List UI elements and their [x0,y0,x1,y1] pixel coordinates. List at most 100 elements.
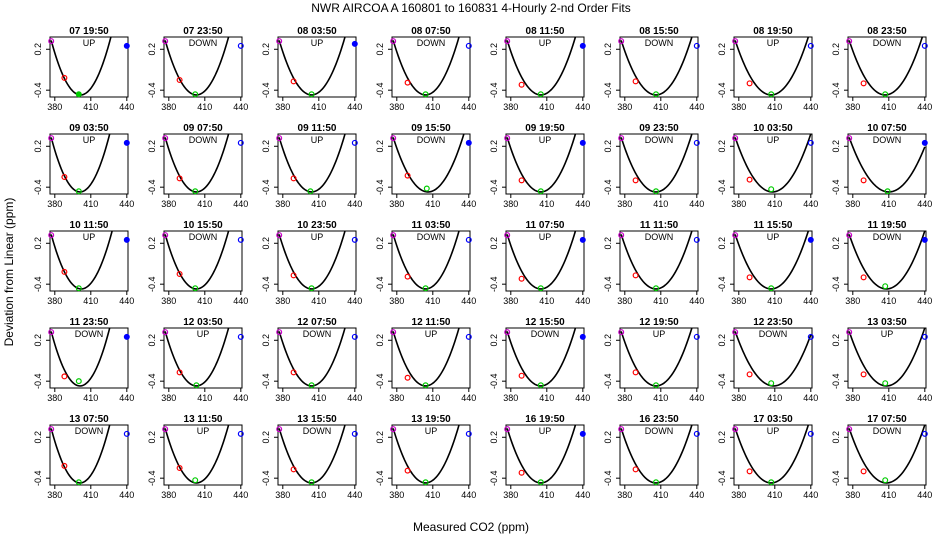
panel-label: 12 19:50 [639,317,679,328]
fit-curve [848,231,926,290]
panel-direction: UP [425,426,438,436]
data-point [75,188,82,195]
panel-direction: DOWN [417,232,446,242]
data-point [518,177,525,184]
panel-frame [391,327,471,389]
fit-curve [50,231,113,290]
data-point [504,426,511,433]
x-tick-label: 440 [347,296,362,306]
fit-curve [734,331,812,387]
data-point [504,329,511,336]
data-point [237,430,244,437]
y-tick-label: 0.2 [375,43,385,56]
data-point [48,135,55,142]
x-tick-label: 380 [845,102,860,112]
x-tick-label: 410 [197,199,212,209]
y-tick-label: 0.2 [831,43,841,56]
data-point [123,236,130,243]
data-point [276,38,283,45]
x-tick-label: 440 [347,393,362,403]
x-tick-label: 440 [689,102,704,112]
x-tick-label: 380 [275,199,290,209]
panel-frame [733,133,813,195]
data-point [162,38,169,45]
y-tick-label: -0.4 [717,373,727,389]
fit-curve [848,328,926,387]
panel-direction: DOWN [759,329,788,339]
x-tick-label: 410 [767,490,782,500]
panel-label: 10 15:50 [183,220,223,231]
fit-curve [278,425,346,484]
x-tick-label: 440 [575,393,590,403]
x-tick-label: 440 [119,199,134,209]
fit-curve [164,328,230,387]
data-point [579,430,586,437]
fit-curve [506,425,577,484]
data-point [846,38,853,45]
panel-frame [505,133,585,195]
x-tick-label: 440 [347,102,362,112]
data-point [579,333,586,340]
x-tick-label: 440 [575,199,590,209]
data-point [807,42,814,49]
x-tick-label: 410 [653,102,668,112]
panel-direction: UP [881,329,894,339]
y-tick-label: 0.2 [147,334,157,347]
x-tick-label: 380 [161,393,176,403]
data-point [537,91,544,98]
x-tick-label: 440 [119,490,134,500]
x-tick-label: 410 [767,393,782,403]
panel-label: 10 07:50 [867,123,907,134]
panel-label: 08 11:50 [526,26,565,37]
panel-direction: DOWN [417,38,446,48]
x-tick-label: 380 [161,490,176,500]
x-tick-label: 410 [311,102,326,112]
x-tick-label: 410 [311,199,326,209]
data-point [732,232,739,239]
panel-direction: DOWN [873,38,902,48]
panel-label: 10 11:50 [70,220,109,231]
y-tick-label: 0.2 [717,140,727,153]
data-point [75,285,82,292]
x-tick-label: 440 [575,102,590,112]
data-point [48,38,55,45]
data-point [693,430,700,437]
y-tick-label: -0.4 [261,470,271,486]
data-point [732,426,739,433]
y-tick-label: 0.2 [717,334,727,347]
data-point [807,139,814,146]
data-point [746,274,753,281]
panel-direction: UP [539,135,552,145]
panel-frame [505,327,585,389]
panel-frame [277,36,357,98]
data-point [48,232,55,239]
data-point [921,42,928,49]
fit-curve [506,37,577,96]
x-tick-label: 410 [881,102,896,112]
y-tick-label: 0.2 [831,140,841,153]
fit-curve [164,37,230,96]
data-point [537,479,544,486]
y-tick-label: -0.4 [489,276,499,292]
y-tick-label: -0.4 [375,373,385,389]
data-point [61,268,68,275]
data-point [732,329,739,336]
panel-direction: UP [311,38,324,48]
panel-frame [163,327,243,389]
data-point [652,285,659,292]
data-point [518,81,525,88]
data-point [276,329,283,336]
x-tick-label: 380 [161,199,176,209]
